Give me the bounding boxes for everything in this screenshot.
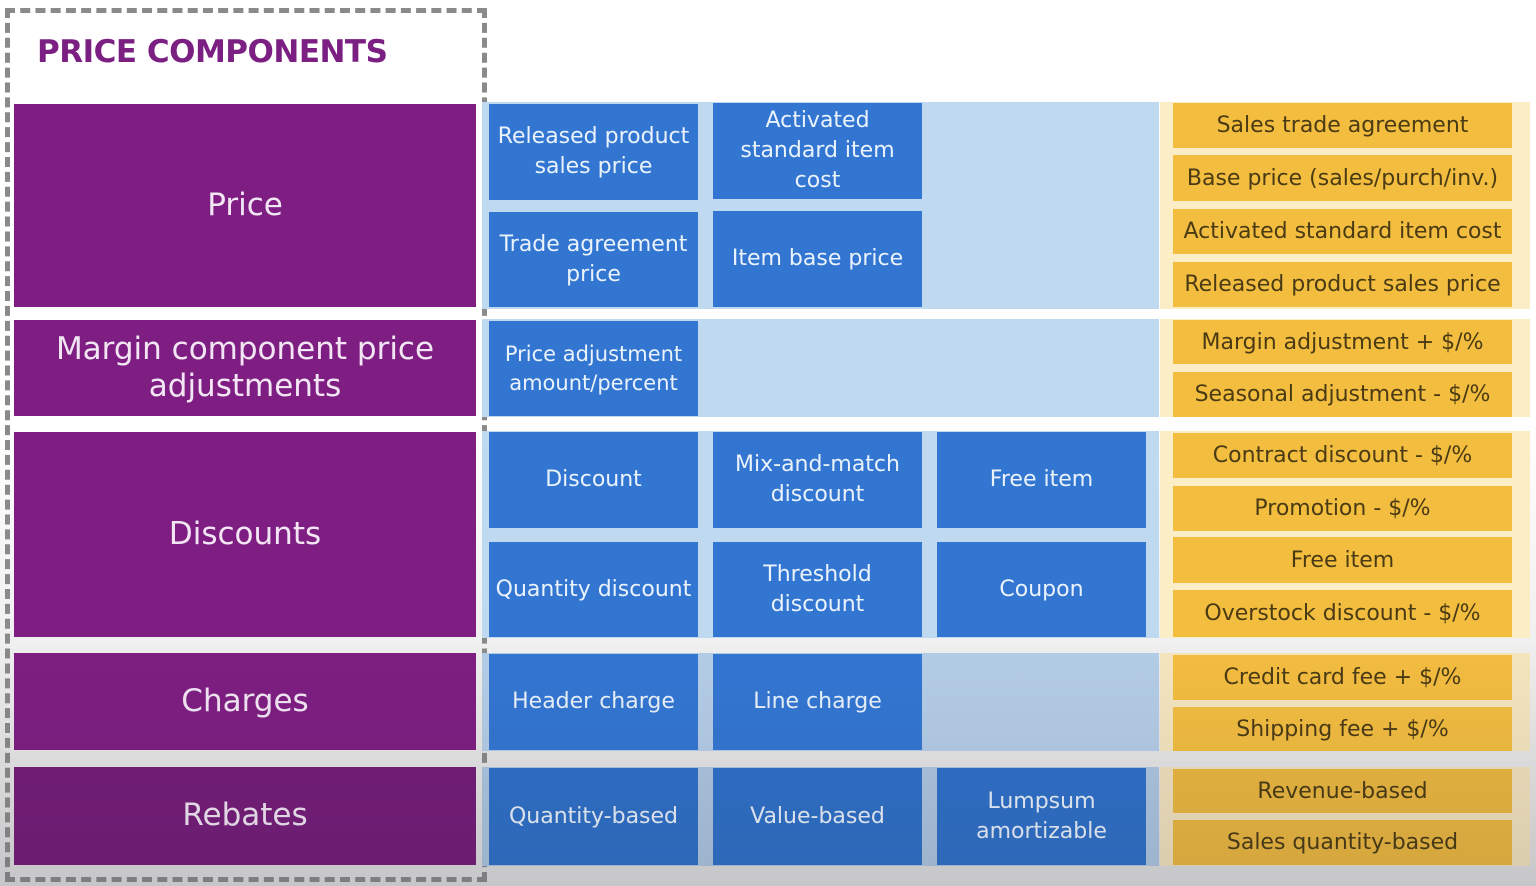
component-tile: Coupon <box>937 542 1146 637</box>
component-tile: Mix-and-match discount <box>713 432 922 528</box>
component-tile: Quantity discount <box>489 542 698 637</box>
component-tile: Line charge <box>713 654 922 750</box>
source-tile: Contract discount - $/% <box>1173 433 1512 478</box>
source-tile: Revenue-based <box>1173 769 1512 813</box>
source-tile: Promotion - $/% <box>1173 486 1512 531</box>
source-tile: Margin adjustment + $/% <box>1173 320 1512 364</box>
source-tile: Overstock discount - $/% <box>1173 590 1512 637</box>
page-title: PRICE COMPONENTS <box>37 34 388 70</box>
source-tile: Credit card fee + $/% <box>1173 655 1512 700</box>
category-rebates: Rebates <box>14 767 476 865</box>
component-tile: Released product sales price <box>489 104 698 200</box>
source-tile: Free item <box>1173 537 1512 583</box>
source-tile: Activated standard item cost <box>1173 209 1512 254</box>
source-tile: Seasonal adjustment - $/% <box>1173 372 1512 417</box>
component-tile: Price adjustment amount/percent <box>489 321 698 416</box>
category-charges: Charges <box>14 653 476 750</box>
component-tile: Activated standard item cost <box>713 103 922 199</box>
component-tile: Threshold discount <box>713 542 922 637</box>
source-tile: Sales quantity-based <box>1173 820 1512 865</box>
source-tile: Released product sales price <box>1173 262 1512 307</box>
component-tile: Trade agreement price <box>489 212 698 307</box>
source-tile: Base price (sales/purch/inv.) <box>1173 155 1512 201</box>
component-tile: Header charge <box>489 654 698 750</box>
component-tile: Lumpsum amortizable <box>937 768 1146 865</box>
component-tile: Quantity-based <box>489 768 698 865</box>
category-discounts: Discounts <box>14 432 476 637</box>
source-tile: Sales trade agreement <box>1173 103 1512 148</box>
category-price: Price <box>14 104 476 307</box>
source-tile: Shipping fee + $/% <box>1173 707 1512 751</box>
component-tile: Value-based <box>713 768 922 865</box>
component-tile: Discount <box>489 432 698 528</box>
category-margin-adjustments: Margin component price adjustments <box>14 320 476 416</box>
component-tile: Item base price <box>713 211 922 307</box>
component-tile: Free item <box>937 432 1146 528</box>
